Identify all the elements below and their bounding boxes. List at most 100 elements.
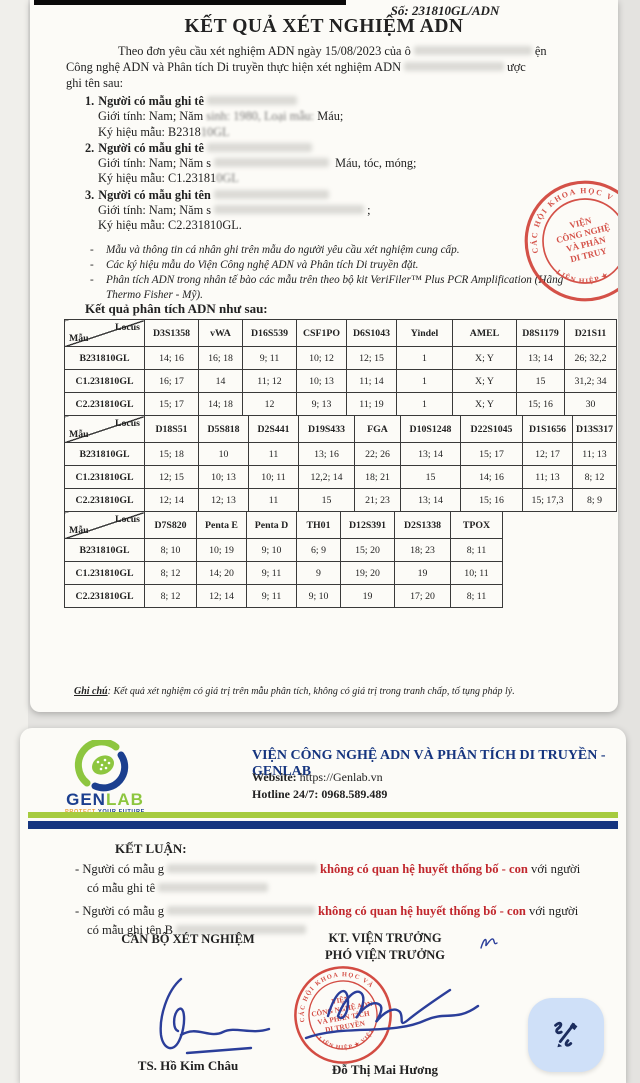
text-fragment: ện bbox=[534, 44, 547, 58]
hotline-number: 0968.589.489 bbox=[318, 787, 388, 801]
website-url[interactable]: https://Genlab.vn bbox=[296, 770, 383, 784]
locus-header: FGA bbox=[354, 415, 401, 443]
allele-cell: 10; 13 bbox=[296, 369, 347, 393]
redaction-bar bbox=[34, 0, 346, 5]
corner-locus-label: Locus bbox=[114, 418, 140, 429]
sample-id: C1.231810GL bbox=[64, 465, 145, 489]
report-page-2: GENLAB PROTECT YOUR FUTURE VIỆN CÔNG NGH… bbox=[20, 728, 626, 1083]
allele-cell: 9; 10 bbox=[246, 538, 297, 562]
person-detail-line: Giới tính: Nam; Năm sinh: 1980, Loại mẫu… bbox=[85, 109, 605, 124]
allele-cell: 18; 21 bbox=[354, 465, 401, 489]
allele-cell: 16; 17 bbox=[144, 369, 199, 393]
initials-scribble bbox=[478, 934, 500, 952]
intro-line: Công nghệ ADN và Phân tích Di truyền thự… bbox=[66, 59, 606, 75]
bullet-dash: - bbox=[90, 274, 94, 286]
allele-cell: 10; 11 bbox=[248, 465, 299, 489]
allele-cell: 13; 14 bbox=[516, 346, 565, 370]
locus-header: D2S1338 bbox=[394, 511, 451, 539]
smudged-text: sinh: 1980, Loại mẫu: bbox=[206, 109, 315, 124]
allele-cell: 15; 17,3 bbox=[522, 488, 573, 512]
table-header-row: Locus Mẫu D18S51 D5S818 D2S441 D19S433 FGA D10S… bbox=[64, 415, 617, 443]
allele-cell: 8; 10 bbox=[144, 538, 197, 562]
table-row: C2.231810GL 12; 14 12; 13 11 15 21; 23 13; 14 1… bbox=[64, 488, 617, 512]
allele-cell: 12; 17 bbox=[522, 442, 573, 466]
allele-cell: 10 bbox=[198, 442, 249, 466]
table-row: C2.231810GL 8; 12 12; 14 9; 11 9; 10 19 17; 20… bbox=[64, 584, 503, 608]
website-line: Website: https://Genlab.vn bbox=[252, 770, 383, 785]
allele-cell: 15 bbox=[400, 465, 461, 489]
sample-id: B231810GL bbox=[64, 346, 145, 370]
intro-paragraph: Theo đơn yêu cầu xét nghiệm ADN ngày 15/… bbox=[66, 43, 606, 92]
text-fragment: với người bbox=[527, 862, 581, 876]
allele-cell: 8; 12 bbox=[144, 584, 197, 608]
allele-cell: 14; 18 bbox=[198, 392, 243, 416]
redacted-text bbox=[167, 864, 318, 873]
locus-header: D8S1179 bbox=[516, 319, 565, 347]
allele-cell: 11 bbox=[248, 488, 299, 512]
bullet-dash: - bbox=[90, 244, 94, 256]
allele-cell: 11; 13 bbox=[522, 465, 573, 489]
allele-cell: 15; 16 bbox=[460, 488, 523, 512]
allele-cell: X; Y bbox=[452, 392, 517, 416]
footnote: Ghi chú: Kết quả xét nghiệm có giá trị t… bbox=[74, 686, 594, 697]
allele-cell: 1 bbox=[396, 369, 453, 393]
smudged-text: 10GL bbox=[200, 124, 230, 139]
allele-cell: 1 bbox=[396, 392, 453, 416]
allele-cell: 13; 14 bbox=[400, 488, 461, 512]
allele-cell: 19 bbox=[394, 561, 451, 585]
conclusion-line: có mẫu ghi tê bbox=[75, 879, 620, 898]
locus-header: D10S1248 bbox=[400, 415, 461, 443]
corner-sample-label: Mẫu bbox=[69, 429, 89, 440]
corner-sample-label: Mẫu bbox=[69, 333, 89, 344]
table-header-row: Locus Mẫu D3S1358 vWA D16S539 CSF1PO D6S1043 Yi… bbox=[64, 319, 617, 347]
locus-header: D1S1656 bbox=[522, 415, 573, 443]
locus-header: Yindel bbox=[396, 319, 453, 347]
text-fragment: Người có mẫu ghi tê bbox=[98, 94, 204, 108]
redacted-text bbox=[158, 883, 269, 892]
table-row: B231810GL 15; 18 10 11 13; 16 22; 26 13; 14 15;… bbox=[64, 442, 617, 466]
allele-cell: 16; 18 bbox=[198, 346, 243, 370]
allele-cell: 10; 12 bbox=[296, 346, 347, 370]
person-number: 1. bbox=[85, 94, 95, 108]
hotline-label: Hotline 24/7: bbox=[252, 787, 319, 801]
locus-header: D16S539 bbox=[242, 319, 297, 347]
text-fragment: Máu, tóc, móng; bbox=[332, 156, 417, 171]
svg-text:LIÊN HIỆP ★: LIÊN HIỆP ★ bbox=[553, 256, 611, 293]
allele-cell: 12; 14 bbox=[144, 488, 199, 512]
text-fragment: Máu; bbox=[314, 109, 344, 124]
note-text: Mẫu và thông tin cá nhân ghi trên mẫu do… bbox=[106, 244, 460, 256]
locus-header: D21S11 bbox=[564, 319, 617, 347]
examiner-signature bbox=[135, 971, 285, 1066]
person-sample-code-line: Ký hiệu mẫu: C1.231810GL bbox=[85, 171, 605, 186]
note-item: - Phân tích ADN trong nhân tế bào các mẫu… bbox=[90, 273, 590, 303]
person-sample-code-line: Ký hiệu mẫu: C2.231810GL. bbox=[85, 218, 605, 233]
allele-cell: 11; 14 bbox=[346, 369, 397, 393]
redacted-text bbox=[213, 189, 329, 199]
text-fragment: Giới tính: Nam; Năm s bbox=[98, 156, 212, 171]
allele-cell: 12; 15 bbox=[144, 465, 199, 489]
navy-divider-bar bbox=[28, 821, 618, 829]
allele-cell: 8; 12 bbox=[572, 465, 617, 489]
text-fragment: Công nghệ ADN và Phân tích Di truyền thự… bbox=[66, 60, 402, 75]
signature-tool-button[interactable] bbox=[528, 998, 604, 1072]
allele-cell: 14; 16 bbox=[460, 465, 523, 489]
locus-header: D6S1043 bbox=[346, 319, 397, 347]
allele-cell: 15; 17 bbox=[144, 392, 199, 416]
bullet-dash: - bbox=[90, 259, 94, 271]
allele-cell: 13; 16 bbox=[298, 442, 355, 466]
allele-cell: 10; 11 bbox=[450, 561, 503, 585]
director-title-line1: KT. VIỆN TRƯỞNG bbox=[328, 931, 442, 945]
locus-header: D3S1358 bbox=[144, 319, 199, 347]
text-fragment: Ký hiệu mẫu: B2318 bbox=[98, 124, 201, 139]
person-entry: 1. Người có mẫu ghi tê Giới tính: Nam; Năm… bbox=[85, 94, 605, 140]
person-entry: 3. Người có mẫu ghi tên Giới tính: Nam; Nă… bbox=[85, 188, 605, 234]
allele-cell: 9; 13 bbox=[296, 392, 347, 416]
locus-header: D18S51 bbox=[144, 415, 199, 443]
text-fragment: ghi tên sau: bbox=[66, 76, 124, 91]
institute-name: VIỆN CÔNG NGHỆ ADN VÀ PHÂN TÍCH DI TRUYỀ… bbox=[252, 748, 606, 779]
logo-lab-text: LAB bbox=[105, 790, 144, 809]
allele-cell: 15; 18 bbox=[144, 442, 199, 466]
table-row: B231810GL 8; 10 10; 19 9; 10 6; 9 15; 20 18; 2… bbox=[64, 538, 503, 562]
smudged-text: 0GL bbox=[216, 171, 239, 186]
